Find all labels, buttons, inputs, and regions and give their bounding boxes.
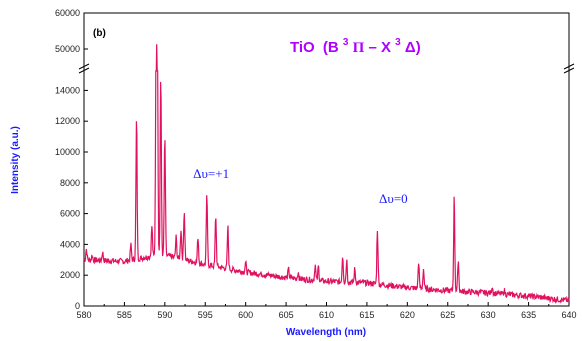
x-tick-label: 610	[319, 310, 334, 320]
title-sup-1: 3	[343, 37, 349, 48]
y-tick-label: 10000	[55, 147, 80, 157]
title-sup-2: 3	[395, 37, 401, 48]
x-tick-label: 585	[117, 310, 132, 320]
y-tick-label: 12000	[55, 116, 80, 126]
x-tick-label: 625	[440, 310, 455, 320]
x-tick-label: 635	[521, 310, 536, 320]
axes-frame	[78, 12, 575, 307]
axis-break-mark	[78, 63, 575, 74]
x-tick-label: 590	[157, 310, 172, 320]
annotation-delta-v-zero: Δυ=0	[379, 191, 408, 206]
y-tick-label: 6000	[60, 209, 80, 219]
x-tick-label: 605	[279, 310, 294, 320]
title-species: TiO	[290, 39, 315, 56]
y-tick-label: 60000	[55, 8, 80, 18]
y-tick-label: 8000	[60, 178, 80, 188]
title-delta: Δ)	[405, 39, 421, 56]
chart-title: TiO (B 3 Π – X 3 Δ)	[290, 32, 421, 56]
x-tick-label: 640	[561, 310, 576, 320]
y-axis-title: Intensity (a.u.)	[10, 126, 21, 194]
y-tick-label: 2000	[60, 270, 80, 280]
title-dash: – X	[368, 39, 391, 56]
annotation-delta-v-plus1: Δυ=+1	[193, 166, 229, 181]
y-axis-ticks: 0 2000 4000 6000 8000 10000 12000 14000 50000 600…	[55, 8, 88, 311]
x-tick-label: 620	[400, 310, 415, 320]
title-pi: Π	[353, 40, 365, 56]
x-tick-label: 580	[76, 310, 91, 320]
x-axis-ticks: 580 585 590 595 600 605 610 615 620 625 630 635 640	[76, 302, 577, 320]
x-tick-label: 630	[481, 310, 496, 320]
x-axis-title: Wavelength (nm)	[286, 327, 366, 338]
panel-label: (b)	[93, 28, 106, 39]
x-tick-label: 595	[198, 310, 213, 320]
y-tick-label: 50000	[55, 44, 80, 54]
spectrum-series-line	[83, 44, 570, 305]
x-tick-label: 615	[359, 310, 374, 320]
x-tick-label: 600	[238, 310, 253, 320]
y-tick-label: 4000	[60, 239, 80, 249]
title-open: (B	[323, 39, 339, 56]
y-tick-label: 0	[75, 301, 80, 311]
y-tick-label: 14000	[55, 85, 80, 95]
